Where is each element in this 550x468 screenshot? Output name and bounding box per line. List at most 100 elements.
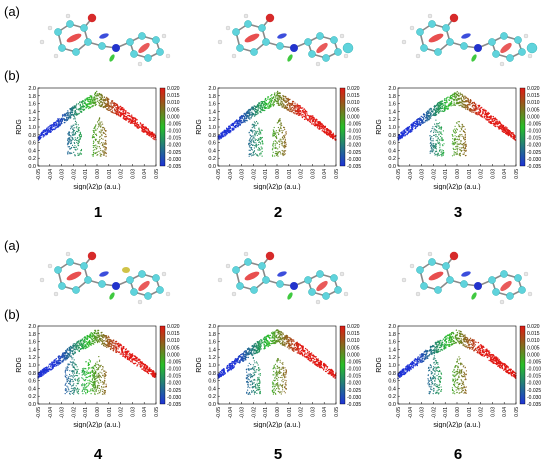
scatter-point [82,345,84,348]
colorbar-tick-label: -0.015 [167,374,181,380]
scatter-point [122,354,124,356]
scatter-point [481,116,483,118]
scatter-point [109,108,112,111]
scatter-point [55,361,57,363]
scatter-point [284,105,286,107]
x-tick-label: -0.05 [36,407,42,419]
scatter-point [53,365,55,367]
scatter-point [112,344,114,347]
scatter-point [98,336,100,338]
scatter-point [293,107,296,109]
scatter-point [321,130,323,132]
scatter-point [257,103,259,106]
scatter-point [70,107,73,109]
scatter-point [437,111,439,113]
scatter-point [111,106,114,108]
scatter-point [121,107,124,109]
scatter-point [416,124,418,126]
scatter-point [115,107,117,109]
colorbar-tick-label: -0.015 [167,136,181,142]
scatter-point [467,107,469,109]
scatter-point [282,106,284,108]
scatter-point [269,336,271,339]
colorbar-tick-label: 0.000 [167,114,180,120]
scatter-points [397,91,517,141]
scatter-point [299,110,302,112]
scatter-point [238,121,241,123]
scatter-point [440,104,442,107]
scatter-point [46,127,48,129]
scatter-point [122,347,124,349]
scatter-point [137,125,140,127]
scatter-point [77,340,79,343]
scatter-point [103,334,106,337]
scatter-point [88,107,90,110]
y-tick-label: 1.8 [28,94,36,100]
scatter-point [90,342,92,344]
scatter-point [459,92,461,94]
scatter-point [252,351,255,353]
scatter-point [316,127,319,129]
scatter-point [458,104,460,107]
scatter-point [222,369,225,372]
scatter-point [267,341,269,344]
scatter-point [86,342,89,344]
scatter-point [251,354,253,357]
scatter-point [134,120,136,122]
colorbar-tick-label: 0.020 [167,86,180,92]
scatter-point [44,130,46,132]
scatter-point [263,343,266,345]
scatter-point [493,119,495,121]
scatter-point [479,114,481,116]
scatter-point [485,114,488,117]
scatter-point [226,131,228,133]
scatter-point [468,108,471,110]
scatter-point [227,128,229,130]
scatter-point [499,127,501,130]
x-tick-label: 0.01 [467,169,473,179]
scatter-point [124,119,127,121]
scatter-point [63,352,65,354]
scatter-point [277,103,279,105]
scatter-point [105,335,108,337]
scatter-point [127,114,129,117]
y-tick-label: 1.0 [208,363,216,369]
scatter-point [49,367,51,370]
scatter-point [296,344,298,346]
scatter-point [306,353,308,355]
scatter-point [471,104,474,107]
scatter-point [105,108,108,110]
scatter-point [254,350,256,352]
scatter-point [41,371,43,374]
scatter-point [266,343,269,346]
scatter-point [39,371,41,373]
scatter-point [64,115,66,117]
scatter-point [102,100,105,102]
scatter-point [96,341,99,344]
scatter-point [126,352,128,355]
scatter-point [243,120,246,123]
colorbar-tick-label: 0.000 [347,352,360,358]
scatter-point [243,113,245,115]
scatter-point [276,92,278,94]
scatter-point [477,114,479,116]
scatter-point [291,106,294,109]
scatter-point [244,353,247,356]
scatter-point [411,130,413,132]
y-tick-label: 1.2 [208,117,216,123]
scatter-point [242,353,244,355]
scatter-point [76,113,79,116]
scatter-point [433,114,435,117]
scatter-point [289,106,291,108]
scatter-point [100,97,102,99]
scatter-point [131,116,133,118]
scatter-point [126,356,129,358]
scatter-point [288,98,290,101]
scatter-point [462,94,464,97]
scatter-point [297,107,299,109]
scatter-point [464,106,467,108]
scatter-point [498,120,500,122]
scatter-point [315,358,318,361]
scatter-point [299,112,302,115]
scatter-point [502,126,505,128]
